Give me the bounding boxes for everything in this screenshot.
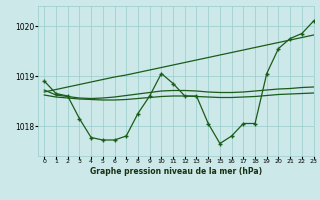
X-axis label: Graphe pression niveau de la mer (hPa): Graphe pression niveau de la mer (hPa) (90, 167, 262, 176)
